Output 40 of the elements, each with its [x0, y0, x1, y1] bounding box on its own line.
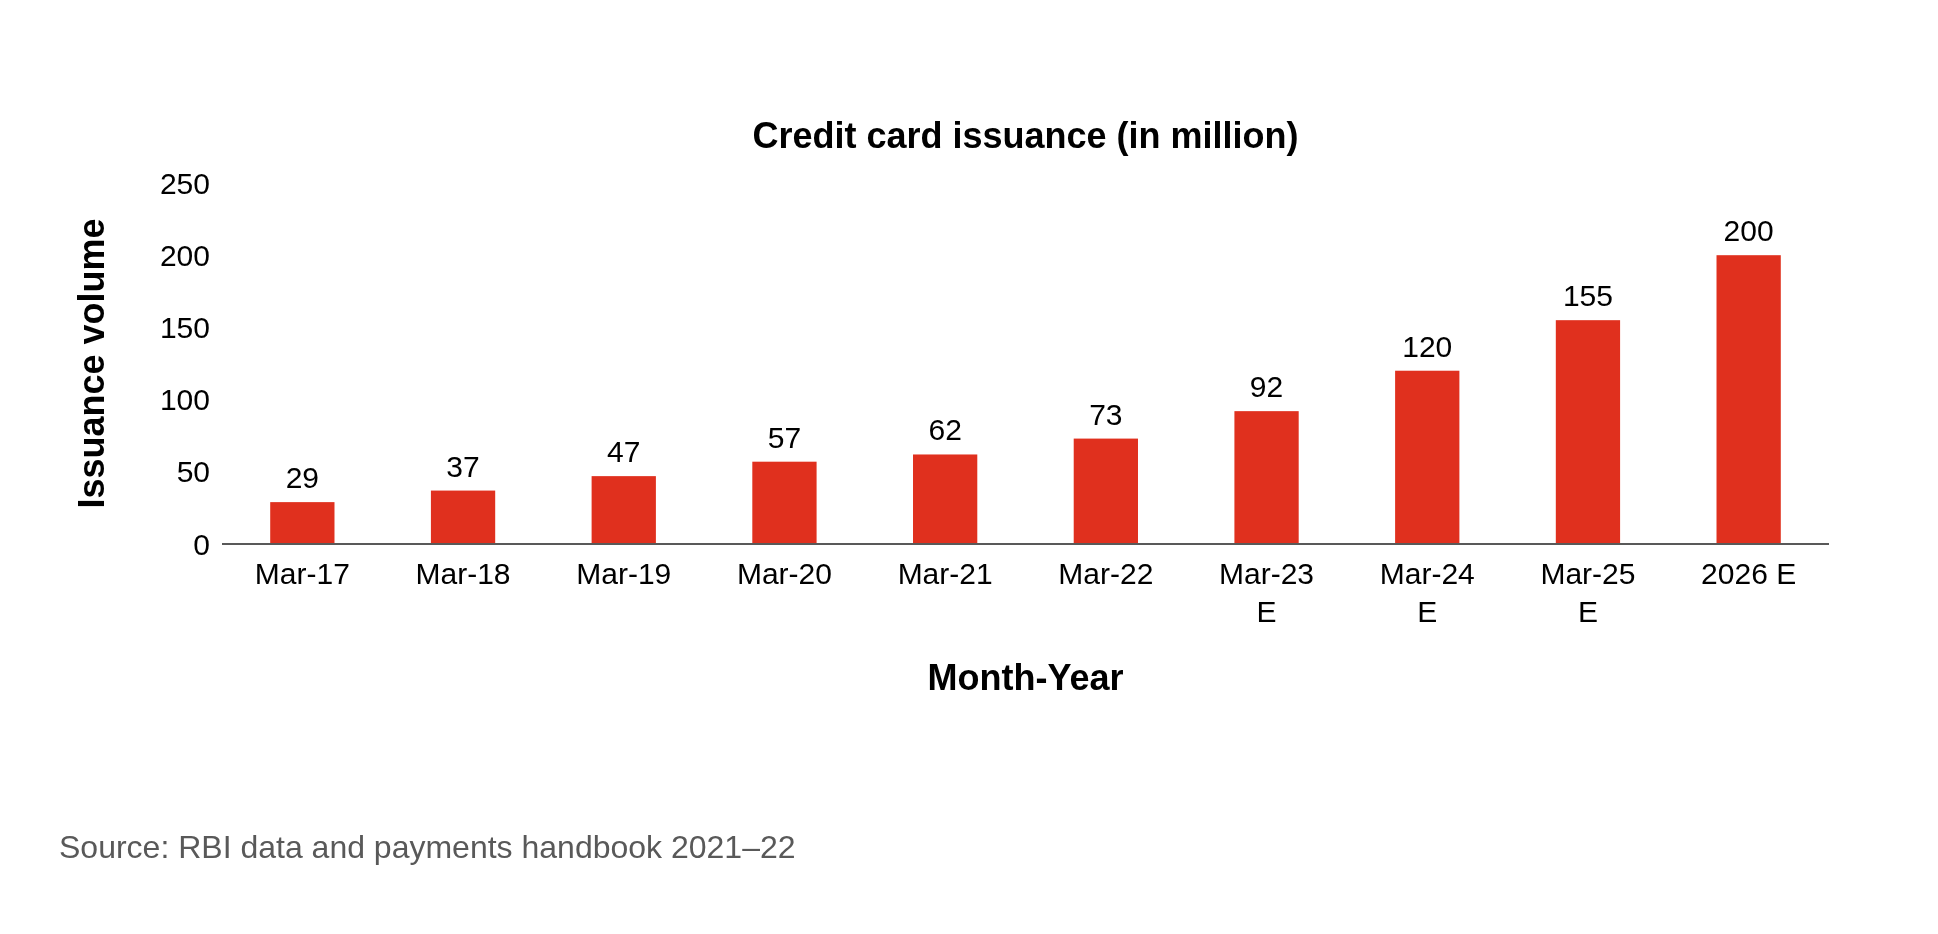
bar	[1716, 255, 1781, 544]
data-label: 47	[607, 435, 641, 469]
data-label: 155	[1562, 279, 1613, 313]
data-label: 92	[1249, 370, 1284, 404]
source-note: Source: RBI data and payments handbook 2021–22	[59, 829, 796, 865]
data-label: 120	[1402, 329, 1453, 363]
bar	[752, 461, 817, 544]
x-tick-label: Mar-22	[1058, 557, 1154, 590]
bar	[591, 476, 656, 544]
chart-title: Credit card issuance (in million)	[752, 115, 1299, 156]
data-label: 200	[1723, 214, 1774, 248]
y-tick-label: 200	[159, 238, 210, 272]
bar	[1395, 370, 1460, 544]
bar	[913, 454, 978, 544]
data-label: 57	[767, 420, 802, 454]
x-axis-title: Month-Year	[927, 657, 1124, 698]
x-tick-label: Mar-23 E	[1219, 557, 1315, 628]
x-tick-label: Mar-25 E	[1540, 557, 1636, 628]
y-axis-title: Issuance volume	[71, 218, 112, 509]
x-tick-label: Mar-19	[576, 557, 672, 590]
bar	[430, 490, 496, 544]
y-tick-label: 50	[176, 455, 210, 489]
x-tick-label: Mar-24 E	[1379, 557, 1475, 628]
data-label: 62	[928, 413, 962, 447]
data-label: 73	[1089, 397, 1123, 431]
y-tick-label: 0	[193, 527, 210, 561]
bar	[1555, 320, 1621, 544]
bar	[270, 502, 335, 544]
x-tick-label: 2026 E	[1701, 557, 1797, 590]
x-tick-label: Mar-17	[254, 557, 350, 590]
y-tick-label: 100	[159, 383, 210, 417]
bar	[1073, 438, 1138, 544]
x-tick-label: Mar-20	[736, 557, 832, 590]
data-label: 37	[446, 449, 480, 483]
bar	[1234, 411, 1299, 544]
x-tick-label: Mar-21	[897, 557, 993, 590]
y-tick-label: 150	[159, 310, 210, 344]
data-label: 29	[285, 461, 320, 495]
x-tick-label: Mar-18	[415, 557, 511, 590]
y-tick-label: 250	[159, 166, 210, 200]
